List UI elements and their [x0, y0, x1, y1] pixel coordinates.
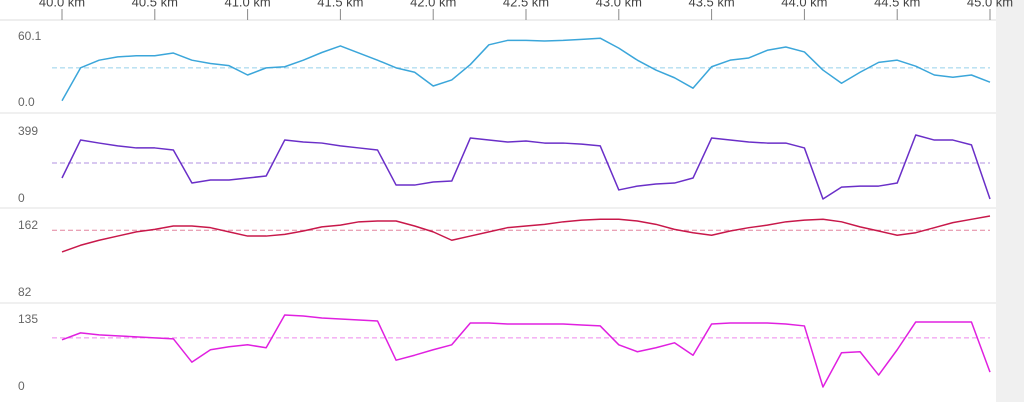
x-tick-label: 45.0 km	[967, 0, 1013, 9]
x-tick-label: 42.0 km	[410, 0, 456, 9]
y-tick-label: 399	[18, 124, 38, 138]
y-tick-label: 0	[18, 379, 25, 393]
x-tick-label: 44.5 km	[874, 0, 920, 9]
series-line	[61, 314, 991, 388]
x-tick-label: 41.0 km	[224, 0, 270, 9]
side-strip	[996, 0, 1024, 402]
x-tick-label: 40.5 km	[132, 0, 178, 9]
series-line	[61, 134, 991, 200]
x-tick-label: 41.5 km	[317, 0, 363, 9]
y-tick-label: 0.0	[18, 95, 35, 109]
y-tick-label: 60.1	[18, 29, 42, 43]
x-tick-label: 43.5 km	[688, 0, 734, 9]
x-tick-label: 44.0 km	[781, 0, 827, 9]
x-tick-label: 42.5 km	[503, 0, 549, 9]
y-tick-label: 82	[18, 285, 32, 299]
x-tick-label: 40.0 km	[39, 0, 85, 9]
series-line	[61, 37, 991, 102]
y-tick-label: 162	[18, 218, 38, 232]
x-tick-label: 43.0 km	[596, 0, 642, 9]
series-line	[61, 215, 991, 253]
y-tick-label: 0	[18, 191, 25, 205]
y-tick-label: 135	[18, 312, 38, 326]
